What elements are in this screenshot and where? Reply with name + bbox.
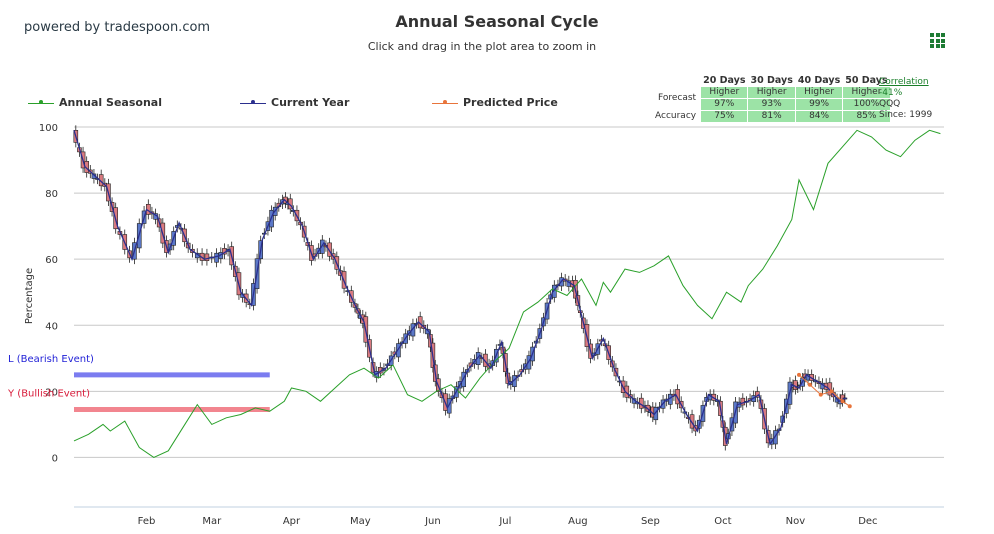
event-label: Y (Bullish Event) (7, 389, 90, 400)
forecast-probability-30: 93% (748, 99, 795, 110)
correlation-panel: Correlation -41% QQQ Since: 1999 (879, 77, 932, 121)
y-tick-label: 60 (45, 255, 58, 266)
current-year-line (73, 130, 847, 446)
forecast-direction-50: Higher (843, 87, 890, 98)
current-year-candles (73, 125, 848, 451)
candle-body (327, 242, 332, 257)
legend-annual-seasonal[interactable]: Annual Seasonal (28, 96, 162, 109)
forecast-probability-20: 97% (701, 99, 748, 110)
candle-body (410, 323, 416, 337)
x-tick-label: Jun (424, 516, 441, 527)
candle-body (526, 355, 532, 370)
candle-body (396, 343, 401, 358)
y-tick-label: 80 (45, 189, 58, 200)
x-tick-label: Nov (786, 516, 806, 527)
y-axis-label: Percentage (24, 268, 35, 324)
legend-label: Predicted Price (463, 96, 558, 109)
x-tick-label: Mar (202, 516, 222, 527)
candle-body (552, 284, 557, 298)
x-tick-label: Aug (568, 516, 588, 527)
candle-body (204, 253, 210, 262)
y-tick-label: 20 (45, 387, 58, 398)
candle-body (827, 382, 833, 396)
legend-predicted-swatch (432, 100, 458, 104)
x-tick-label: May (350, 516, 371, 527)
forecast-direction-40: Higher (795, 87, 843, 98)
forecast-probability-50: 100% (843, 99, 890, 110)
legend-label: Current Year (271, 96, 350, 109)
correlation-symbol: QQQ (879, 99, 901, 109)
predicted-point (847, 404, 852, 409)
chart-title: Annual Seasonal Cycle (395, 12, 599, 31)
event-label: L (Bearish Event) (8, 354, 94, 365)
y-tick-label: 100 (39, 123, 58, 134)
predicted-point (840, 399, 845, 404)
forecast-probability-40: 99% (795, 99, 843, 110)
legend-label: Annual Seasonal (59, 96, 162, 109)
header-40-days: 40 Days (797, 75, 841, 86)
correlation-value: -41% (879, 88, 903, 98)
series-lines (73, 129, 941, 458)
correlation-since: Since: 1999 (879, 110, 933, 120)
forecast-direction-30: Higher (748, 87, 795, 98)
predicted-point (818, 392, 823, 397)
candle-body (773, 430, 778, 445)
x-tick-label: Jul (498, 516, 511, 527)
header-20-days: 20 Days (703, 75, 746, 86)
predicted-point (807, 382, 812, 387)
candle-body (689, 414, 695, 429)
x-tick-label: Sep (641, 516, 660, 527)
header-30-days: 30 Days (750, 75, 793, 86)
y-tick-label: 40 (45, 321, 58, 332)
forecast-direction-20: Higher (701, 87, 748, 98)
x-tick-label: Apr (283, 516, 301, 527)
x-axis: Feb Mar Apr May Jun Jul Aug Sep Oct Nov Dec (74, 506, 944, 527)
candle-body (483, 353, 488, 367)
x-tick-label: Oct (714, 516, 731, 527)
predicted-point (797, 372, 801, 377)
accuracy-40: 84% (795, 111, 843, 122)
legend-current-year[interactable]: Current Year (240, 96, 349, 109)
legend-seasonal-swatch (28, 100, 54, 104)
legend-current-swatch (240, 100, 266, 104)
menu-grid-icon[interactable] (930, 33, 945, 48)
correlation-link[interactable]: Correlation (879, 77, 929, 87)
grid-lines (74, 126, 944, 458)
y-axis-ticks: 100 80 60 40 20 0 (39, 123, 58, 464)
x-tick-label: Feb (138, 516, 156, 527)
legend-predicted-price[interactable]: Predicted Price (432, 96, 558, 109)
x-tick-label: Dec (858, 516, 877, 527)
seasonal-line (73, 129, 941, 458)
accuracy-30: 81% (748, 111, 795, 122)
y-tick-label: 0 (52, 453, 58, 464)
events-layer: L (Bearish Event) Y (Bullish Event) (7, 354, 270, 413)
forecast-row-label: Forecast (658, 93, 697, 103)
accuracy-row-label: Accuracy (655, 111, 697, 121)
forecast-table: 20 Days 30 Days 40 Days 50 Days Forecast… (652, 74, 891, 123)
accuracy-20: 75% (701, 111, 748, 122)
predicted-point (829, 389, 834, 394)
accuracy-50: 85% (843, 111, 890, 122)
candle-body (214, 252, 219, 263)
chart-subtitle: Click and drag in the plot area to zoom … (367, 40, 597, 53)
powered-by-link[interactable]: powered by tradespoon.com (24, 20, 211, 35)
header-50-days: 50 Days (845, 75, 888, 86)
